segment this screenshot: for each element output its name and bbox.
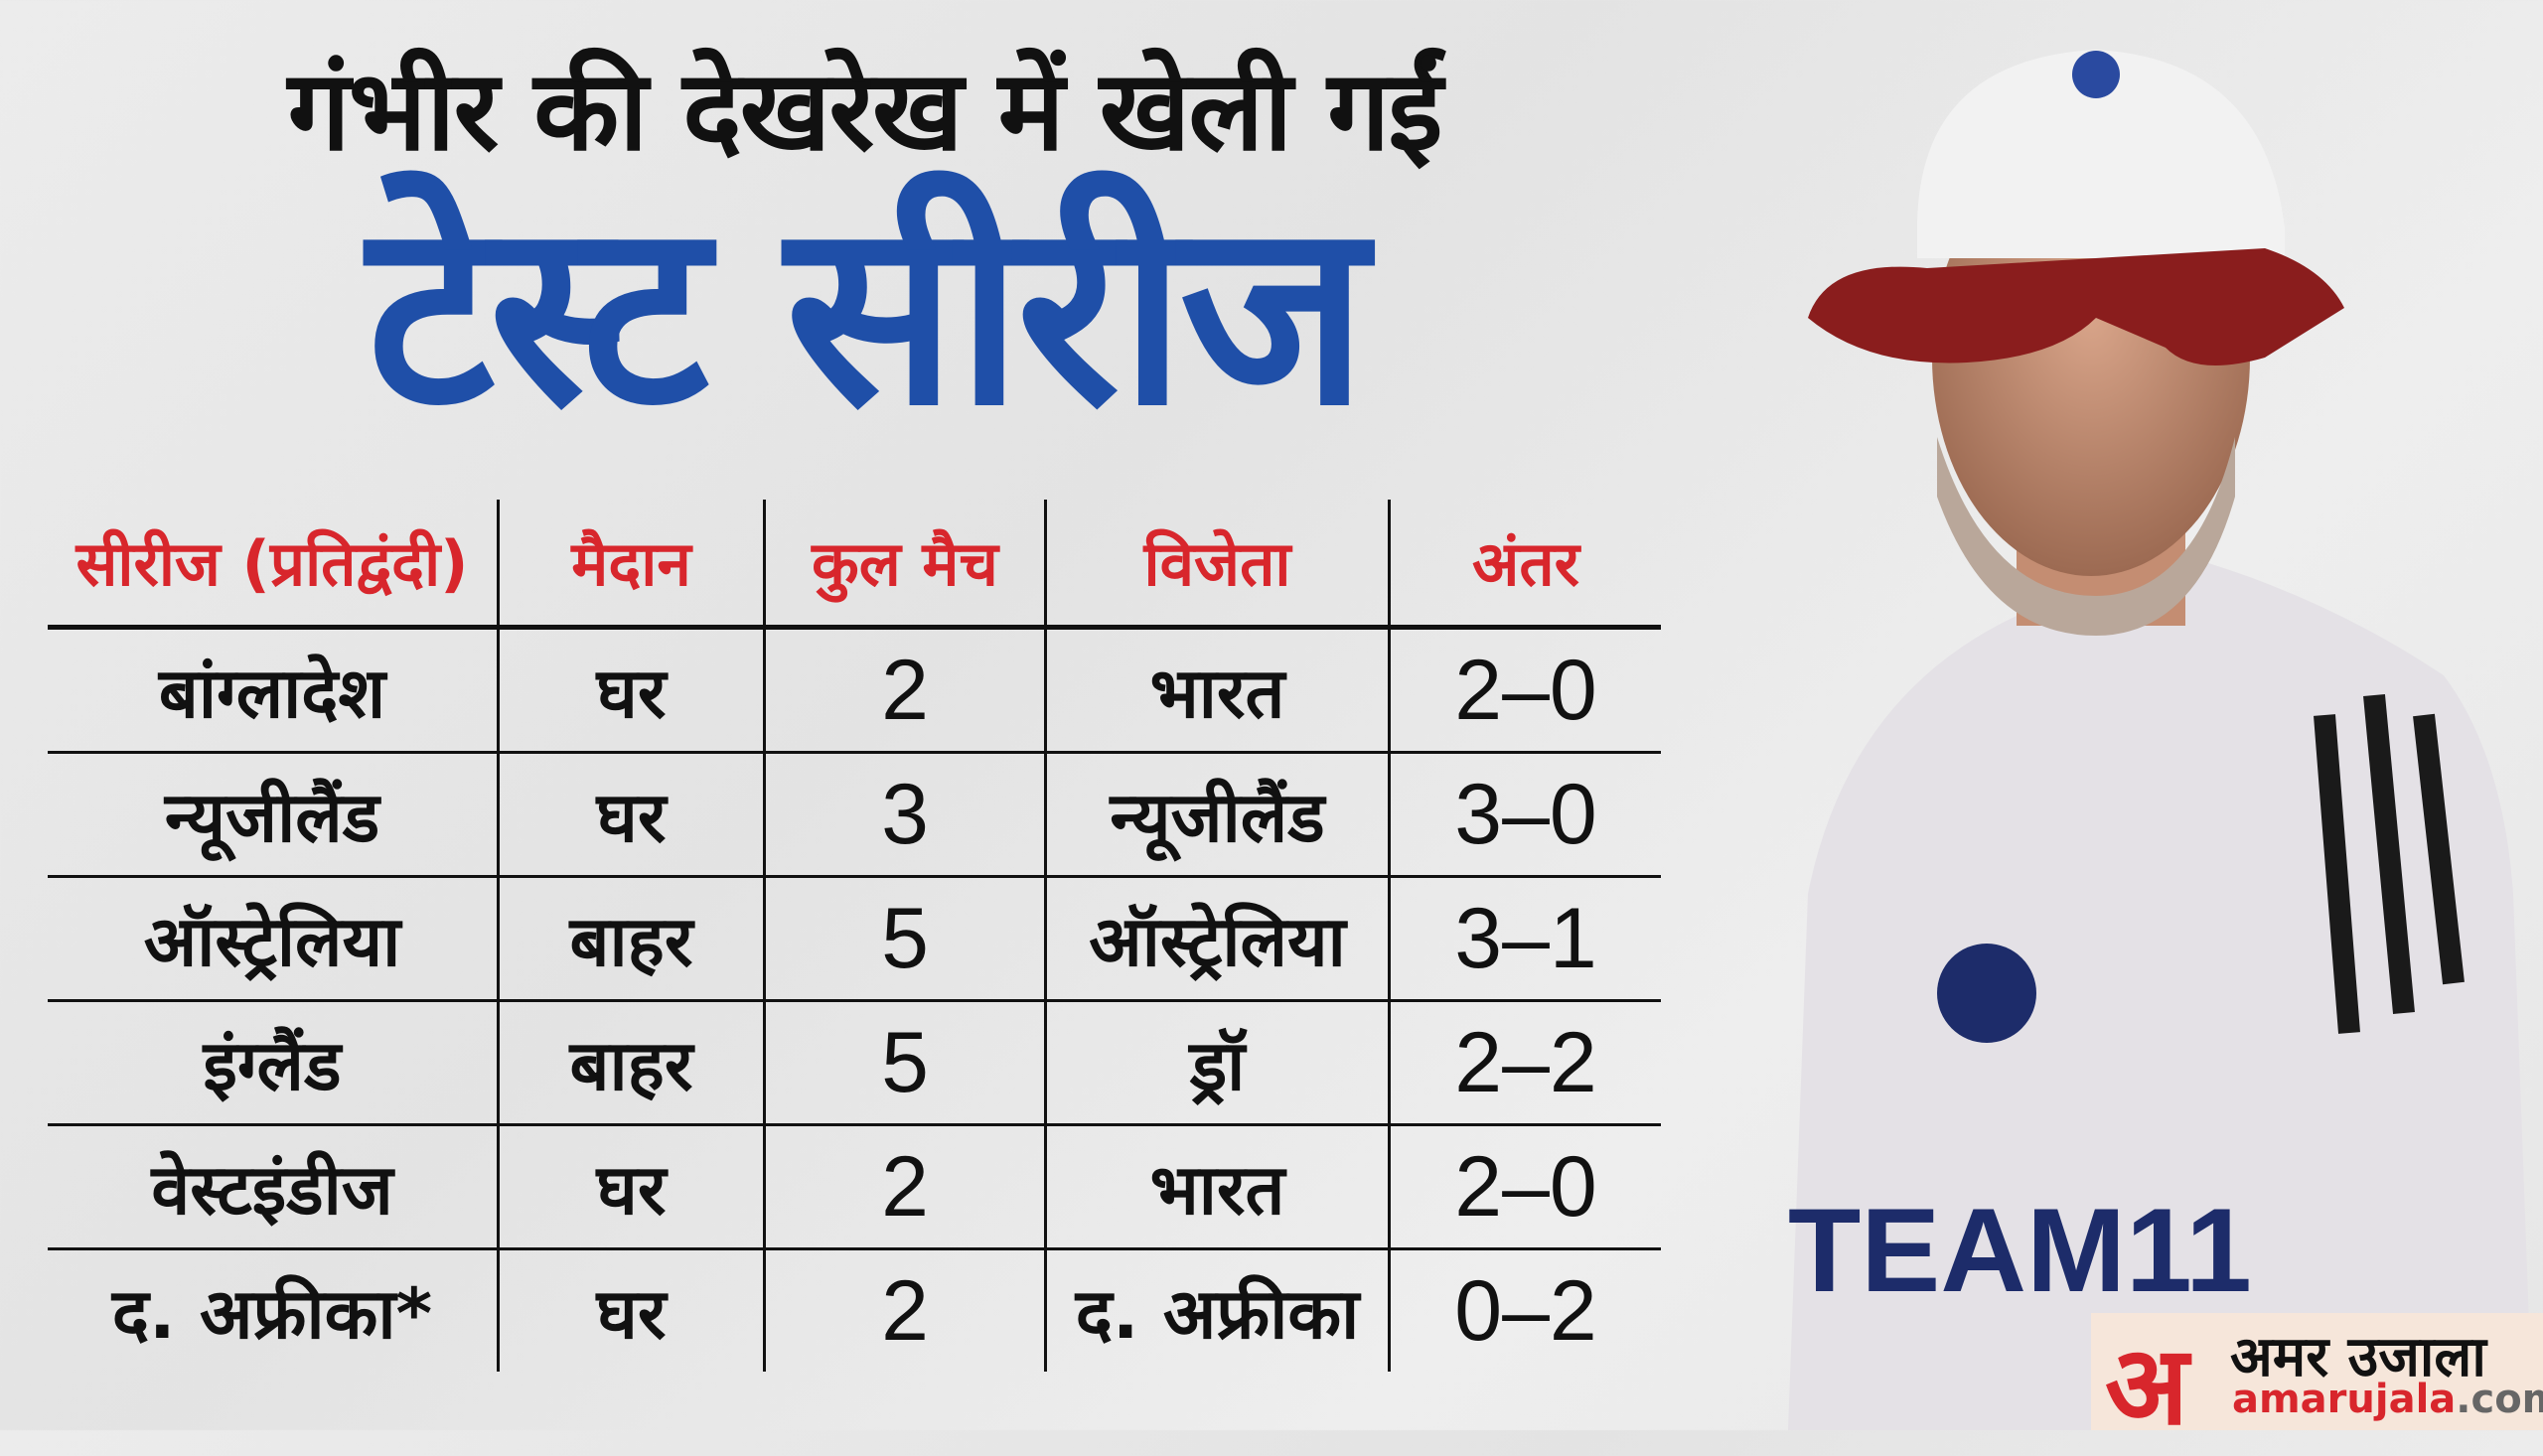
- cell-margin: 2–2: [1388, 1000, 1661, 1126]
- cell-matches: 2: [763, 1248, 1046, 1372]
- cell-venue: बाहर: [497, 1000, 765, 1126]
- title-line-1: गंभीर की देखरेख में खेली गईं: [287, 47, 1443, 176]
- cell-series: ऑस्ट्रेलिया: [48, 876, 499, 1002]
- cell-venue: बाहर: [497, 876, 765, 1002]
- cell-matches: 3: [763, 752, 1046, 878]
- cell-venue: घर: [497, 1248, 765, 1372]
- cell-margin: 2–0: [1388, 1124, 1661, 1250]
- cell-margin: 0–2: [1388, 1248, 1661, 1372]
- cell-matches: 5: [763, 1000, 1046, 1126]
- cell-winner: न्यूजीलैंड: [1044, 752, 1390, 878]
- cell-series: न्यूजीलैंड: [48, 752, 499, 878]
- cell-margin: 3–0: [1388, 752, 1661, 878]
- table-row: वेस्टइंडीज घर 2 भारत 2–0: [48, 1124, 1661, 1250]
- cell-winner: भारत: [1044, 1124, 1390, 1250]
- cell-matches: 5: [763, 876, 1046, 1002]
- cell-venue: घर: [497, 627, 765, 754]
- header-margin: अंतर: [1388, 500, 1661, 630]
- header-winner: विजेता: [1044, 500, 1390, 630]
- cell-series: इंग्लैंड: [48, 1000, 499, 1126]
- cell-matches: 2: [763, 627, 1046, 754]
- cell-venue: घर: [497, 1124, 765, 1250]
- logo-url-tld: .com: [2456, 1377, 2543, 1422]
- cell-margin: 3–1: [1388, 876, 1661, 1002]
- logo-mark: अ: [2105, 1322, 2189, 1449]
- table-row: द. अफ्रीका* घर 2 द. अफ्रीका 0–2: [48, 1248, 1661, 1372]
- logo-url-main: amarujala: [2232, 1377, 2457, 1422]
- table-header-row: सीरीज (प्रतिद्वंदी) मैदान कुल मैच विजेता…: [48, 500, 1661, 630]
- header-venue: मैदान: [497, 500, 765, 630]
- table-row: ऑस्ट्रेलिया बाहर 5 ऑस्ट्रेलिया 3–1: [48, 876, 1661, 1002]
- cell-series: बांग्लादेश: [48, 627, 499, 754]
- cell-winner: भारत: [1044, 627, 1390, 754]
- cell-venue: घर: [497, 752, 765, 878]
- title-line-2: टेस्ट सीरीज: [367, 167, 1368, 462]
- shirt-text: TEAM11: [1788, 1184, 2252, 1317]
- logo-name: अमर उजाला: [2230, 1325, 2486, 1389]
- logo-url: amarujala.com: [2232, 1377, 2543, 1422]
- amarujala-logo: अ अमर उजाला amarujala.com: [2091, 1313, 2543, 1449]
- header-series: सीरीज (प्रतिद्वंदी): [48, 500, 499, 630]
- player-photo: TEAM11: [1788, 50, 2533, 1430]
- cell-series: वेस्टइंडीज: [48, 1124, 499, 1250]
- cell-winner: ऑस्ट्रेलिया: [1044, 876, 1390, 1002]
- table-row: बांग्लादेश घर 2 भारत 2–0: [48, 627, 1661, 754]
- cell-matches: 2: [763, 1124, 1046, 1250]
- cell-winner: द. अफ्रीका: [1044, 1248, 1390, 1372]
- table-row: न्यूजीलैंड घर 3 न्यूजीलैंड 3–0: [48, 752, 1661, 878]
- cell-series: द. अफ्रीका*: [111, 1273, 433, 1355]
- header-matches: कुल मैच: [763, 500, 1046, 630]
- series-table: सीरीज (प्रतिद्वंदी) मैदान कुल मैच विजेता…: [48, 500, 1661, 1372]
- cell-winner: ड्रॉ: [1044, 1000, 1390, 1126]
- cell-margin: 2–0: [1388, 627, 1661, 754]
- table-row: इंग्लैंड बाहर 5 ड्रॉ 2–2: [48, 1000, 1661, 1126]
